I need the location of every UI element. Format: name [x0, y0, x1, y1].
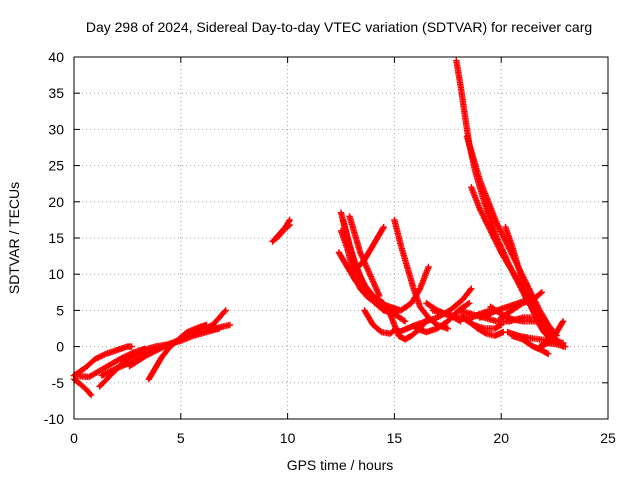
y-tick-label: 35: [48, 85, 64, 101]
x-tick-label: 10: [280, 430, 296, 446]
y-tick-label: 0: [56, 339, 64, 355]
data-layer: [70, 57, 569, 399]
y-tick-label: 25: [48, 158, 64, 174]
data-point-markers: [545, 339, 569, 350]
data-point-markers: [508, 332, 552, 357]
series-arc18: [361, 307, 400, 337]
y-tick-label: 40: [48, 49, 64, 65]
y-tick-label: 20: [48, 194, 64, 210]
data-point-markers: [139, 325, 223, 354]
tick-layer: 0 5 10 15 20 25 -10 -5 0 5 10 15 20 25 30 35 40: [44, 49, 616, 446]
series-arc34: [502, 223, 554, 343]
y-tick-label: 10: [48, 266, 64, 282]
chart-title: Day 298 of 2024, Sidereal Day-to-day VTE…: [86, 19, 592, 35]
data-point-markers: [335, 249, 402, 314]
y-tick-label: 30: [48, 121, 64, 137]
x-tick-label: 20: [493, 430, 509, 446]
data-point-markers: [354, 278, 409, 325]
series-arc8: [139, 325, 223, 354]
x-tick-label: 25: [600, 430, 616, 446]
data-point-markers: [273, 221, 293, 242]
x-tick-label: 15: [387, 430, 403, 446]
plot-frame: [73, 56, 609, 420]
y-tick-label: -5: [52, 375, 65, 391]
data-point-markers: [361, 307, 400, 337]
y-tick-label: 5: [56, 302, 64, 318]
series-arc16: [348, 223, 387, 278]
x-axis-label: GPS time / hours: [287, 457, 394, 473]
x-tick-label: 5: [177, 430, 185, 446]
series-arc10: [273, 221, 293, 242]
series-arc27: [466, 318, 507, 339]
series-arc38: [540, 318, 567, 347]
series-arc20: [391, 216, 451, 332]
data-point-markers: [348, 223, 387, 278]
data-point-markers: [540, 318, 567, 347]
y-axis-label: SDTVAR / TECUs: [6, 182, 22, 294]
data-point-markers: [391, 216, 451, 332]
y-tick-label: -10: [44, 411, 64, 427]
data-point-markers: [466, 318, 507, 339]
series-arc17: [354, 278, 409, 325]
series-arc14: [335, 249, 402, 314]
y-tick-label: 15: [48, 230, 64, 246]
series-arc39: [545, 339, 569, 350]
x-tick-label: 0: [70, 430, 78, 446]
series-arc36: [508, 332, 552, 357]
data-point-markers: [502, 223, 554, 343]
